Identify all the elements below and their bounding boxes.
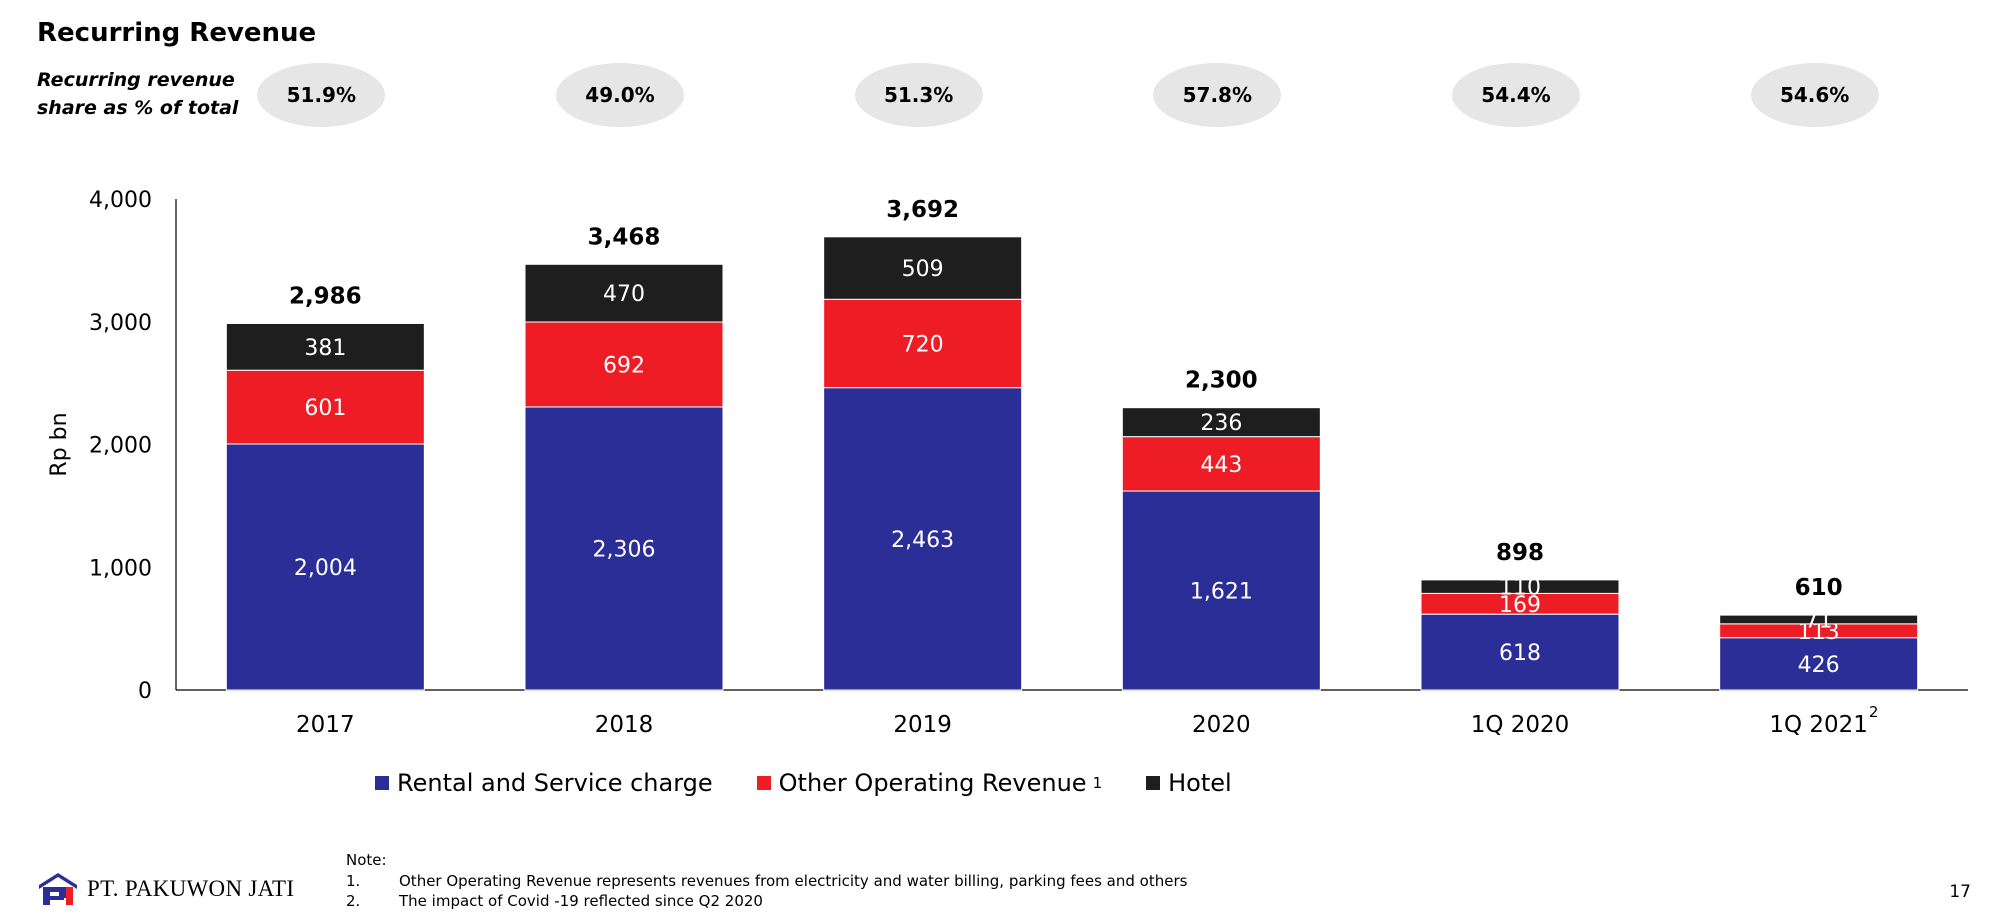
- bar-segment: [823, 298, 1023, 389]
- bar-segment: [524, 406, 724, 691]
- data-label: 236: [1200, 411, 1242, 436]
- note-item-1: 1. Other Operating Revenue represents rev…: [346, 872, 1187, 890]
- note-item-2: 2. The impact of Covid -19 reflected sinc…: [346, 892, 763, 910]
- bar-segment: [1420, 613, 1620, 691]
- bar-segment: [524, 321, 724, 408]
- data-label: 692: [603, 353, 645, 378]
- bar-segment: [1420, 579, 1620, 594]
- data-label: 470: [603, 282, 645, 307]
- legend-item-other: Other Operating Revenue 1: [756, 769, 1103, 797]
- legend-label-other: Other Operating Revenue: [778, 769, 1087, 797]
- legend-swatch-other: [756, 776, 771, 790]
- legend-item-rental: Rental and Service charge: [375, 769, 713, 797]
- data-label: 601: [304, 396, 346, 421]
- share-bubble: 51.3%: [854, 63, 983, 127]
- total-label: 610: [1795, 575, 1843, 601]
- data-label: 426: [1798, 653, 1840, 678]
- note-text: Other Operating Revenue represents reven…: [399, 872, 1188, 890]
- data-label: 381: [304, 336, 346, 361]
- y-tick-label: 0: [138, 679, 152, 704]
- page-title: Recurring Revenue: [37, 18, 317, 48]
- bar-segment: [524, 263, 724, 323]
- bar-segment: [1719, 614, 1919, 625]
- data-label: 720: [902, 332, 944, 357]
- data-label: 1,621: [1190, 580, 1253, 605]
- bar-segment: [225, 369, 425, 445]
- bar-segment: [225, 322, 425, 371]
- share-label-line1: Recurring revenue: [37, 69, 235, 91]
- y-tick-label: 1,000: [89, 556, 152, 581]
- data-label: 110: [1499, 576, 1541, 601]
- share-label-line2: share as % of total: [37, 97, 239, 119]
- bar-segment: [1719, 637, 1919, 691]
- data-label: 509: [902, 257, 944, 282]
- bar-segment: [823, 387, 1023, 691]
- x-tick-label: 2017: [296, 712, 355, 738]
- note-text: The impact of Covid -19 reflected since …: [399, 892, 763, 910]
- bar-segment: [225, 443, 425, 691]
- share-label: Recurring revenue share as % of total: [37, 66, 238, 122]
- total-label: 3,468: [588, 224, 661, 250]
- total-label: 3,692: [886, 197, 959, 223]
- x-tick-label: 2020: [1192, 712, 1251, 738]
- note-number: 2.: [346, 892, 361, 910]
- data-label: 2,306: [593, 537, 656, 562]
- legend-item-hotel: Hotel: [1146, 769, 1232, 797]
- total-label: 2,986: [289, 283, 362, 309]
- legend-swatch-rental: [375, 776, 389, 790]
- data-label: 2,004: [294, 556, 357, 581]
- bar-segment: [1121, 490, 1321, 691]
- total-label: 898: [1496, 540, 1544, 566]
- legend-footnote-mark: 1: [1092, 774, 1103, 792]
- legend-label-hotel: Hotel: [1168, 769, 1232, 797]
- company-name: PT. PAKUWON JATI: [87, 876, 295, 901]
- y-axis-label: Rp bn: [47, 412, 72, 476]
- total-label: 2,300: [1185, 368, 1258, 394]
- y-tick-label: 3,000: [89, 311, 152, 336]
- pakuwon-logo-icon: [39, 873, 77, 905]
- data-label: 169: [1499, 593, 1541, 618]
- share-bubble: 57.8%: [1153, 63, 1282, 127]
- note-heading: Note:: [346, 851, 387, 869]
- share-bubble: 54.4%: [1452, 63, 1580, 127]
- legend-label-rental: Rental and Service charge: [397, 769, 713, 797]
- y-tick-label: 2,000: [89, 434, 152, 459]
- x-tick-label: 2018: [595, 712, 654, 738]
- note-number: 1.: [346, 872, 361, 890]
- x-tick-superscript: 2: [1869, 703, 1879, 721]
- legend-swatch-hotel: [1146, 776, 1161, 790]
- bar-segment: [1121, 407, 1321, 438]
- x-tick-label: 1Q 2020: [1471, 712, 1570, 738]
- data-label: 71: [1805, 608, 1833, 633]
- x-tick-label: 2019: [893, 712, 952, 738]
- data-label: 443: [1200, 453, 1242, 478]
- y-tick-label: 4,000: [89, 188, 152, 213]
- x-tick-label: 1Q 2021: [1769, 712, 1868, 738]
- share-bubble: 49.0%: [556, 63, 684, 127]
- stacked-bar-chart: 0 1,000 2,000 3,000 4,000 Rp bn 2,004 601 381 2,9…: [47, 188, 1968, 738]
- bar-segment: [823, 236, 1023, 300]
- legend: Rental and Service charge Other Operatin…: [375, 769, 1276, 797]
- bar-segment: [1121, 436, 1321, 492]
- data-label: 2,463: [891, 528, 954, 553]
- page-number: 17: [1949, 882, 1971, 902]
- data-label: 618: [1499, 641, 1541, 666]
- company-logo: PT. PAKUWON JATI: [37, 871, 294, 907]
- share-bubble: 54.6%: [1750, 63, 1879, 127]
- share-bubble: 51.9%: [257, 63, 386, 127]
